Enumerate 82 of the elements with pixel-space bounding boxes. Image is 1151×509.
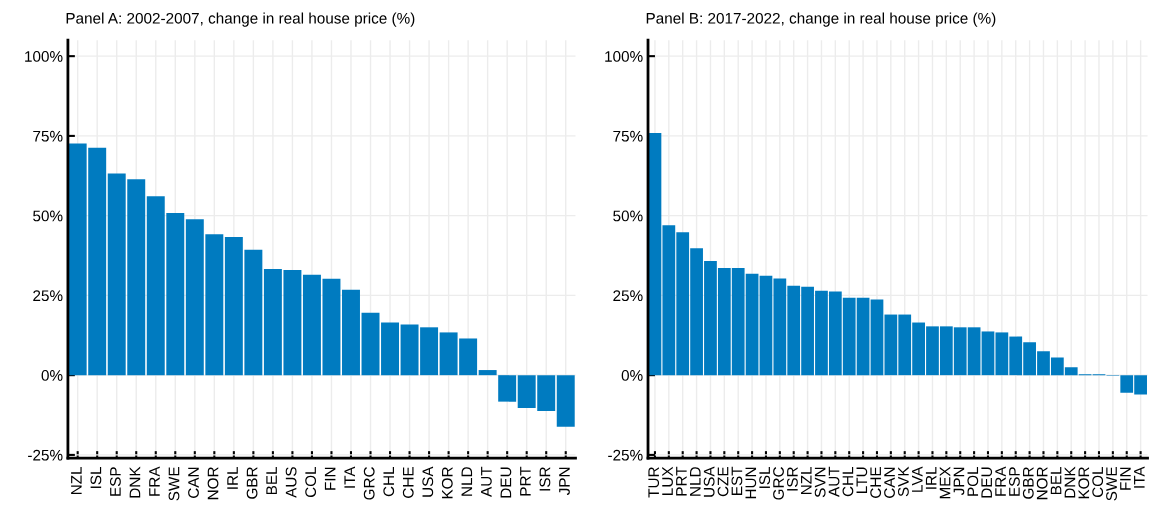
x-tick-label: COL <box>1092 466 1104 498</box>
x-tick-label: KOR <box>1078 467 1090 499</box>
x-tick-label: BEL <box>1050 466 1062 495</box>
x-tick-label: ISR <box>539 467 551 491</box>
y-tick-label: 75% <box>613 130 643 142</box>
x-tick-label: DNK <box>1064 466 1076 498</box>
x-tick-label: POL <box>967 466 979 496</box>
x-tick-label: SWE <box>168 467 180 501</box>
x-tick-label: ISL <box>759 466 771 488</box>
x-tick-label: LUX <box>662 466 673 495</box>
x-tick-label: IRL <box>925 466 937 489</box>
chart-title: Panel B: 2017-2022, change in real house price (%) <box>646 12 996 27</box>
x-tick-label: ISL <box>90 466 102 488</box>
y-tick-label: 25% <box>613 290 643 302</box>
x-tick-label: MEX <box>939 466 951 499</box>
x-tick-label: GRC <box>363 467 375 500</box>
y-tick-label: -25% <box>28 449 63 461</box>
x-tick-label: FIN <box>1120 467 1131 490</box>
y-tick-label: 75% <box>33 130 63 142</box>
y-tick-label: 0% <box>41 370 63 381</box>
x-tick-label: DEU <box>981 467 993 498</box>
x-tick-label: USA <box>703 466 715 497</box>
y-tick-label: -25% <box>608 449 643 461</box>
x-tick-label: CHL <box>842 466 854 497</box>
x-tick-label: COL <box>305 466 317 498</box>
x-tick-label: AUT <box>828 466 840 497</box>
y-tick-label: 100% <box>605 51 643 62</box>
x-tick-label: KOR <box>441 467 453 499</box>
x-tick-label: USA <box>422 466 434 497</box>
x-tick-label: SWE <box>1106 467 1117 501</box>
x-tick-label: CHE <box>402 467 414 498</box>
x-tick-label: AUS <box>285 467 297 498</box>
x-tick-label: CAN <box>188 467 199 498</box>
x-tick-label: JPN <box>953 467 965 496</box>
y-tick-label: 0% <box>621 370 643 381</box>
bar <box>342 289 360 376</box>
x-tick-label: TUR <box>648 467 660 498</box>
x-tick-label: FIN <box>324 467 336 490</box>
x-tick-label: LTU <box>856 467 868 493</box>
x-tick-label: ESP <box>110 467 121 496</box>
x-tick-label: IRL <box>227 466 238 489</box>
bar <box>556 375 575 427</box>
x-tick-label: PRT <box>676 466 687 496</box>
x-tick-label: GBR <box>1022 467 1034 499</box>
x-tick-label: CHL <box>383 466 395 497</box>
y-tick-label: 25% <box>33 290 63 302</box>
x-tick-label: LVA <box>912 466 923 492</box>
x-tick-label: NZL <box>801 466 812 495</box>
x-tick-label: DEU <box>500 467 512 498</box>
x-tick-label: NLD <box>461 467 473 496</box>
x-tick-label: ESP <box>1009 467 1020 496</box>
bar <box>381 322 400 376</box>
x-tick-label: FRA <box>149 466 160 496</box>
x-tick-label: CZE <box>717 467 729 497</box>
x-tick-label: PRT <box>520 466 531 496</box>
bar <box>498 375 517 402</box>
x-tick-label: DNK <box>129 466 141 498</box>
x-tick-label: BEL <box>266 466 277 495</box>
y-tick-label: 100% <box>25 51 63 62</box>
x-tick-label: JPN <box>559 467 570 496</box>
x-tick-label: CHE <box>870 467 882 498</box>
chart-title: Panel A: 2002-2007, change in real house price (%) <box>66 12 415 27</box>
x-tick-label: HUN <box>745 467 757 499</box>
x-tick-label: ISR <box>786 467 798 491</box>
x-tick-label: ITA <box>1134 466 1145 488</box>
x-tick-label: AUT <box>481 466 492 497</box>
x-tick-label: EST <box>731 466 743 495</box>
x-tick-label: SVK <box>898 466 909 497</box>
y-tick-label: 50% <box>33 210 63 222</box>
x-tick-label: FRA <box>995 466 1006 496</box>
x-tick-label: GRC <box>773 467 784 500</box>
x-tick-label: GBR <box>246 467 258 499</box>
bar <box>478 370 497 376</box>
x-tick-label: NOR <box>1036 467 1048 500</box>
x-tick-label: NOR <box>207 467 219 500</box>
y-tick-label: 50% <box>613 210 643 222</box>
x-tick-label: ITA <box>344 466 355 488</box>
x-tick-label: NZL <box>71 466 82 495</box>
bar <box>361 312 380 376</box>
x-tick-label: CAN <box>884 467 895 498</box>
x-tick-label: SVN <box>814 467 826 498</box>
x-tick-label: NLD <box>690 467 701 496</box>
